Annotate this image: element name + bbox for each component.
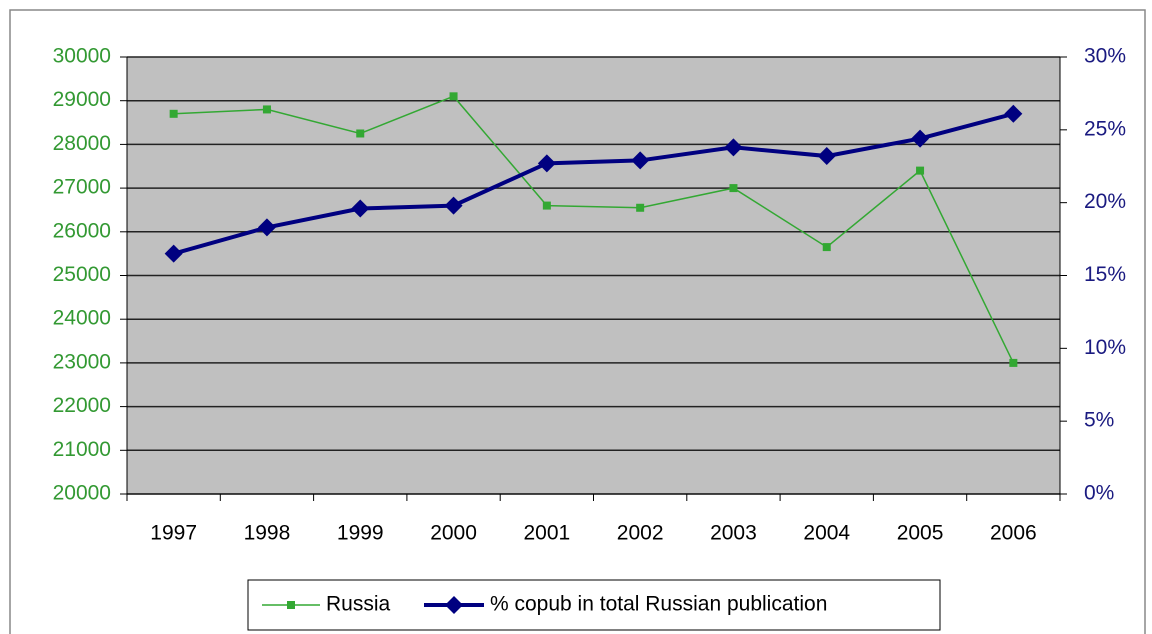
diamond-marker (724, 138, 743, 157)
x-tick-label: 2003 (710, 522, 757, 545)
y2-tick-label: 5% (1084, 409, 1114, 432)
square-marker (542, 201, 551, 210)
y-tick-label: 30000 (53, 45, 111, 68)
x-tick-label: 2004 (803, 522, 850, 545)
x-tick-label: 2006 (990, 522, 1037, 545)
series-line (173, 95, 1015, 364)
x-tick-label: 2005 (897, 522, 944, 545)
diamond-marker (351, 199, 370, 218)
diamond-marker (817, 147, 836, 166)
y-tick-label: 22000 (53, 394, 111, 417)
diamond-marker (164, 244, 183, 263)
legend-marker (287, 601, 295, 609)
y2-tick-label: 30% (1084, 45, 1126, 68)
diamond-marker (1004, 104, 1023, 123)
square-marker (729, 184, 738, 193)
legend-label: % copub in total Russian publication (490, 593, 827, 616)
y-tick-label: 20000 (53, 482, 111, 505)
y-tick-label: 25000 (53, 263, 111, 286)
square-marker (822, 243, 831, 252)
x-tick-label: 2001 (523, 522, 570, 545)
x-tick-label: 1997 (150, 522, 197, 545)
y2-tick-label: 20% (1084, 190, 1126, 213)
y-tick-label: 27000 (53, 176, 111, 199)
diamond-marker (631, 151, 650, 170)
y2-tick-label: 15% (1084, 263, 1126, 286)
diamond-marker (911, 129, 930, 148)
x-tick-label: 1998 (244, 522, 291, 545)
x-tick-label: 2002 (617, 522, 664, 545)
diamond-marker (257, 218, 276, 237)
x-tick-label: 1999 (337, 522, 384, 545)
square-marker (916, 166, 925, 175)
y2-tick-label: 10% (1084, 336, 1126, 359)
square-marker (169, 109, 178, 118)
y-tick-label: 26000 (53, 219, 111, 242)
y-tick-label: 28000 (53, 132, 111, 155)
y-tick-label: 23000 (53, 350, 111, 373)
legend-marker (445, 596, 463, 614)
legend-label: Russia (326, 593, 391, 616)
diamond-marker (537, 154, 556, 173)
legend-box (247, 579, 941, 631)
y-tick-label: 21000 (53, 438, 111, 461)
square-marker (262, 105, 271, 114)
square-marker (636, 203, 645, 212)
y-tick-label: 24000 (53, 307, 111, 330)
diamond-marker (444, 196, 463, 215)
y2-tick-label: 25% (1084, 117, 1126, 140)
y2-tick-label: 0% (1084, 482, 1114, 505)
y-tick-label: 29000 (53, 88, 111, 111)
square-marker (356, 129, 365, 138)
x-tick-label: 2000 (430, 522, 477, 545)
series-line (173, 111, 1014, 256)
square-marker (449, 92, 458, 101)
square-marker (1009, 358, 1018, 367)
